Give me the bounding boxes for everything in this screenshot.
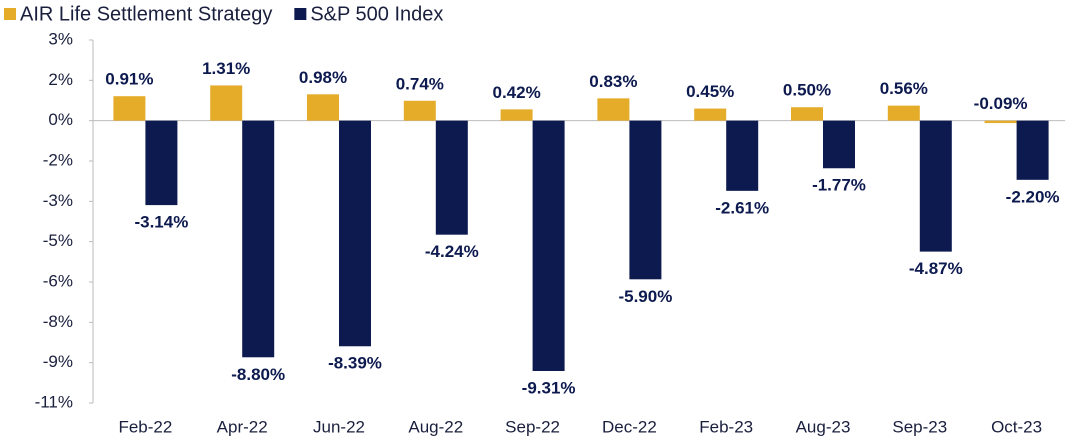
bar bbox=[339, 120, 371, 347]
bar bbox=[597, 98, 630, 121]
x-tick-label: Apr-22 bbox=[217, 417, 268, 436]
data-label: -9.31% bbox=[522, 378, 576, 397]
y-tick-label: -11% bbox=[35, 392, 73, 411]
bar bbox=[629, 120, 662, 280]
data-label: -5.90% bbox=[618, 287, 672, 306]
bar bbox=[435, 120, 468, 235]
bar bbox=[1016, 120, 1049, 180]
y-tick-label: -2% bbox=[43, 150, 73, 169]
bar bbox=[403, 100, 436, 121]
data-label: 0.98% bbox=[299, 68, 347, 87]
bar bbox=[210, 85, 243, 121]
bar bbox=[984, 120, 1017, 124]
data-label: -3.14% bbox=[134, 213, 188, 232]
bar bbox=[307, 94, 339, 121]
x-tick-label: Aug-23 bbox=[796, 417, 851, 436]
data-label: 0.50% bbox=[783, 81, 831, 100]
legend-label: AIR Life Settlement Strategy bbox=[20, 3, 272, 25]
y-tick-label: -9% bbox=[43, 352, 73, 371]
data-label: 0.56% bbox=[880, 79, 928, 98]
data-label: 0.42% bbox=[492, 83, 540, 102]
bar bbox=[113, 96, 146, 121]
legend-swatch bbox=[294, 8, 307, 20]
bar bbox=[791, 107, 823, 121]
y-tick-label: -8% bbox=[43, 312, 73, 331]
data-label: -8.80% bbox=[231, 365, 285, 384]
x-tick-label: Jun-22 bbox=[313, 417, 365, 436]
data-label: -2.61% bbox=[715, 198, 769, 217]
y-tick-label: 2% bbox=[48, 70, 73, 89]
x-tick-label: Feb-22 bbox=[118, 417, 172, 436]
data-label: 0.91% bbox=[105, 70, 153, 89]
data-label: -0.09% bbox=[974, 94, 1028, 113]
bar bbox=[919, 120, 952, 252]
bar bbox=[500, 109, 533, 121]
data-label: -4.87% bbox=[909, 259, 963, 278]
legend-swatch bbox=[4, 8, 16, 20]
x-tick-label: Sep-22 bbox=[505, 417, 560, 436]
data-label: -8.39% bbox=[328, 354, 382, 373]
bar bbox=[242, 120, 275, 358]
y-tick-label: 3% bbox=[48, 29, 73, 48]
data-label: 0.45% bbox=[686, 82, 734, 101]
data-label: 0.74% bbox=[396, 74, 444, 93]
x-tick-label: Feb-23 bbox=[699, 417, 753, 436]
bar bbox=[532, 120, 565, 372]
x-tick-label: Oct-23 bbox=[991, 417, 1042, 436]
legend-label: S&P 500 Index bbox=[310, 3, 443, 25]
bar bbox=[823, 120, 855, 169]
bar bbox=[145, 120, 178, 206]
bar bbox=[726, 120, 759, 191]
y-tick-label: -3% bbox=[43, 191, 73, 210]
x-tick-label: Dec-22 bbox=[602, 417, 657, 436]
y-tick-label: -6% bbox=[43, 271, 73, 290]
x-tick-label: Sep-23 bbox=[892, 417, 947, 436]
data-label: 0.83% bbox=[589, 72, 637, 91]
data-label: -1.77% bbox=[812, 176, 866, 195]
x-tick-label: Aug-22 bbox=[408, 417, 463, 436]
bar bbox=[694, 108, 727, 121]
y-tick-label: -5% bbox=[43, 231, 73, 250]
y-tick-label: 0% bbox=[48, 110, 73, 129]
data-label: -4.24% bbox=[425, 242, 479, 261]
data-label: 1.31% bbox=[202, 59, 250, 78]
bar bbox=[887, 105, 920, 121]
data-label: -2.20% bbox=[1006, 187, 1060, 206]
